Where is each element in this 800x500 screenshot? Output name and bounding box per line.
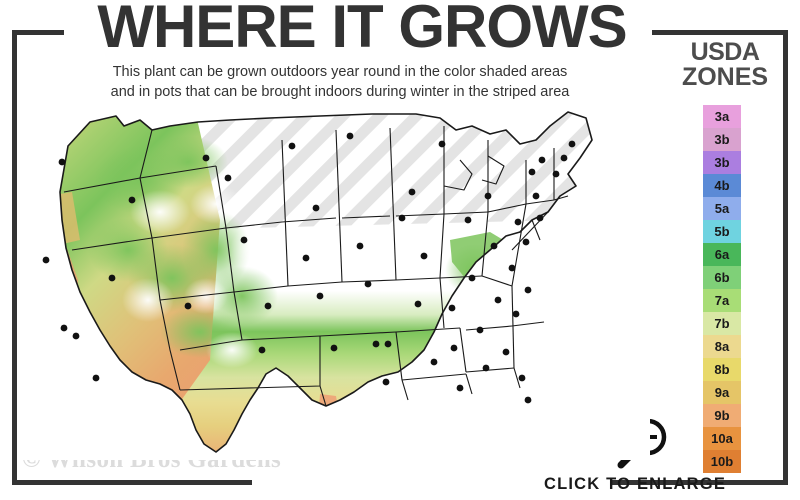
subtitle-line-1: This plant can be grown outdoors year ro… xyxy=(112,64,568,80)
zone-swatch-7b: 7b xyxy=(703,312,741,335)
frame-right-edge xyxy=(783,30,788,485)
zone-swatch-3a: 3a xyxy=(703,105,741,128)
zone-swatch-7a: 7a xyxy=(703,289,741,312)
subtitle-line-2: and in pots that can be brought indoors … xyxy=(110,84,570,100)
city-markers xyxy=(42,132,576,404)
zone-swatch-6b: 6b xyxy=(703,266,741,289)
zone-swatch-label: 8a xyxy=(714,339,730,354)
hardiness-zone-map[interactable] xyxy=(20,100,650,460)
legend-title: USDA ZONES xyxy=(660,40,790,90)
zone-swatch-label: 7a xyxy=(714,293,730,308)
legend-title-line-1: USDA xyxy=(690,38,760,66)
zone-swatch-8a: 8a xyxy=(703,335,741,358)
zone-swatch-label: 8b xyxy=(714,362,730,377)
zone-swatch-9b: 9b xyxy=(703,404,741,427)
zone-swatch-9a: 9a xyxy=(703,381,741,404)
click-to-enlarge-label: CLICK TO ENLARGE xyxy=(543,475,727,493)
zone-swatch-label: 4b xyxy=(714,178,730,193)
legend-title-line-2: ZONES xyxy=(681,63,769,91)
zone-swatch-label: 6a xyxy=(714,247,730,262)
zone-swatch-4b: 4b xyxy=(703,174,741,197)
zone-swatch-label: 6b xyxy=(714,270,730,285)
national-border xyxy=(59,111,593,453)
frame-top-right xyxy=(652,30,788,35)
frame-bottom-left xyxy=(12,480,252,485)
state-borders xyxy=(63,126,569,407)
frame-left-edge xyxy=(12,30,17,485)
zone-swatch-label: 9b xyxy=(714,408,730,423)
zone-swatch-3b: 3b xyxy=(703,128,741,151)
zone-swatch-6a: 6a xyxy=(703,243,741,266)
zone-swatch-label: 5b xyxy=(714,224,730,239)
striped-indoor-region xyxy=(116,100,620,256)
zone-swatch-5a: 5a xyxy=(703,197,741,220)
zone-swatch-label: 7b xyxy=(714,316,730,331)
zone-swatch-3b: 3b xyxy=(703,151,741,174)
zone-swatch-label: 9a xyxy=(714,385,730,400)
subtitle: This plant can be grown outdoors year ro… xyxy=(30,62,650,102)
frame-top-left xyxy=(12,30,64,35)
zone-swatch-label: 5a xyxy=(714,201,730,216)
zone-swatch-label: 3a xyxy=(714,109,730,124)
zone-swatch-10b: 10b xyxy=(703,450,741,473)
usda-zone-legend: 3a 3b 3b 4b 5a 5b 6a 6b 7a 7b 8a 8b 9a 9b 10a 10b xyxy=(703,105,741,473)
zone-swatch-label: 3b xyxy=(714,132,730,147)
zone-swatch-10a: 10a xyxy=(703,427,741,450)
page-title: WHERE IT GROWS xyxy=(97,0,627,60)
zone-swatch-label: 10b xyxy=(710,454,734,469)
zone-swatch-5b: 5b xyxy=(703,220,741,243)
zone-swatch-8b: 8b xyxy=(703,358,741,381)
zone-swatch-label: 3b xyxy=(714,155,730,170)
zone-swatch-label: 10a xyxy=(711,431,733,446)
frame-bottom-right xyxy=(610,480,788,485)
